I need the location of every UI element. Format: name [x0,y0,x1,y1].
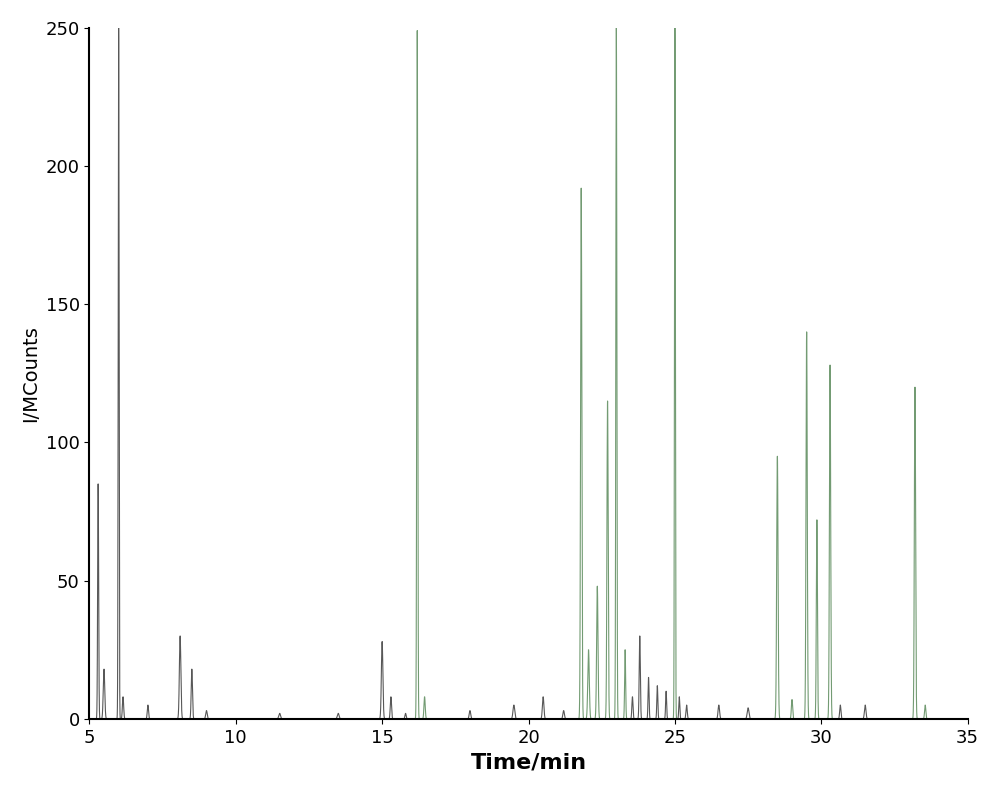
Y-axis label: I/MCounts: I/MCounts [21,325,40,422]
X-axis label: Time/min: Time/min [470,753,587,772]
